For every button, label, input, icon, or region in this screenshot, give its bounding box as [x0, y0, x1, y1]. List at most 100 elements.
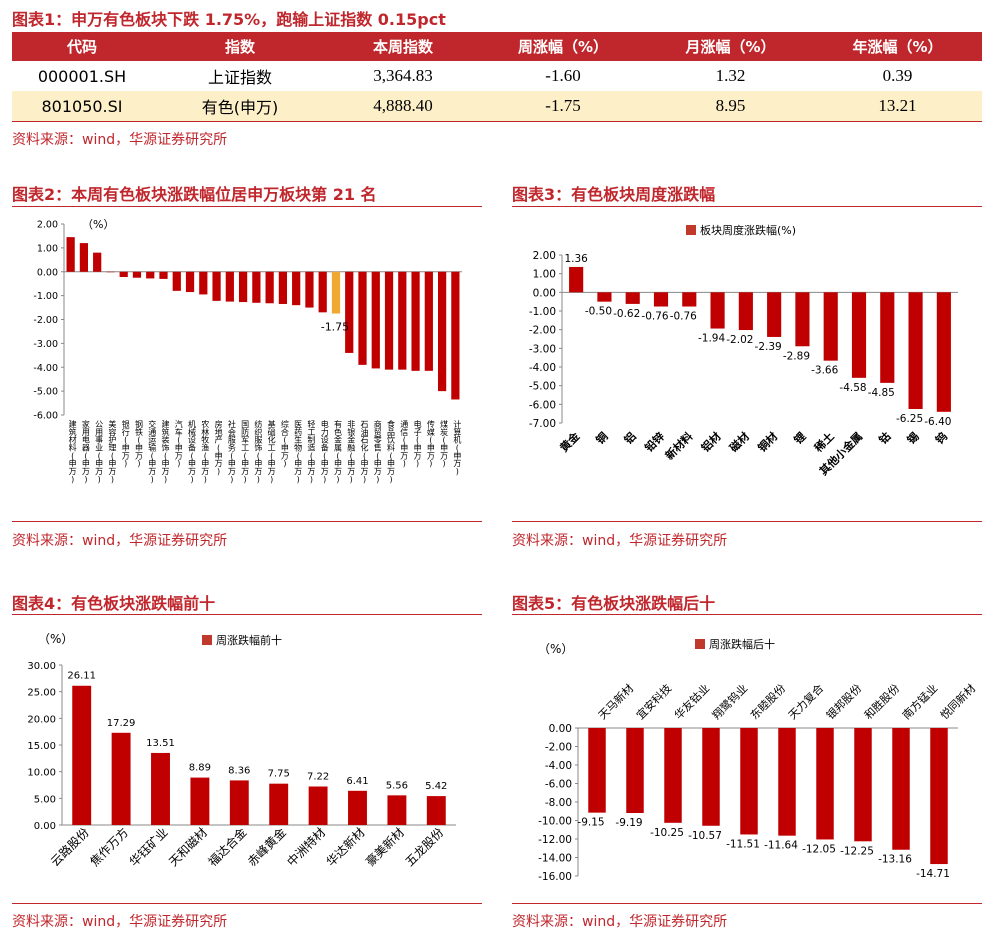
bar: [308, 786, 328, 825]
chart2-source: 资料来源：wind，华源证券研究所: [12, 533, 228, 549]
bar: [185, 271, 195, 293]
bar: [225, 271, 234, 302]
cell: 000001.SH: [37, 66, 127, 86]
y-tick-label: 20.00: [27, 714, 56, 725]
data-label: -0.50: [585, 306, 612, 318]
y-tick-label: 0.00: [533, 287, 556, 299]
x-tick-label: 计算机(申万): [453, 419, 461, 476]
x-tick-label: 宜安科技: [633, 681, 674, 722]
y-tick-label: -2.00: [545, 742, 572, 754]
bar: [626, 728, 644, 814]
x-tick-label: 非银金融(申万): [347, 419, 355, 484]
bar: [159, 271, 168, 279]
data-label: -10.25: [650, 827, 684, 839]
y-tick-label: -1.00: [33, 291, 58, 302]
data-label: -2.02: [726, 334, 753, 346]
y-tick-label: -5.00: [33, 387, 58, 398]
bar: [682, 292, 697, 307]
y-tick-label: -3.00: [33, 339, 58, 350]
data-label: 5.56: [386, 780, 408, 791]
bar: [936, 292, 951, 412]
x-tick-label: 翔鹭钨业: [709, 681, 750, 722]
bar: [398, 271, 407, 370]
cell: -1.60: [545, 66, 581, 85]
bar: [908, 292, 923, 409]
y-tick-label: 0.00: [34, 821, 56, 832]
y-tick-label: 0.00: [37, 267, 58, 278]
bar: [132, 271, 142, 278]
bar: [66, 237, 75, 272]
data-label: -12.25: [840, 845, 874, 857]
data-label: -0.62: [613, 308, 640, 320]
data-label: -6.25: [896, 413, 923, 425]
index-table: 代码 指数 本周指数 周涨幅（%） 月涨幅（%） 年涨幅（%） 000001.S…: [12, 32, 982, 121]
cell: 801050.SI: [12, 91, 152, 121]
legend-label: 周涨跌幅前十: [216, 633, 282, 647]
y-tick-label: -5.00: [529, 381, 556, 393]
table-row: 801050.SI 有色(申万) 4,888.40 -1.75 8.95 13.…: [12, 91, 982, 121]
data-label: 26.11: [67, 671, 96, 682]
cell: 3,364.83: [373, 66, 433, 85]
bar: [269, 783, 289, 825]
col-code: 代码: [12, 32, 152, 61]
bar: [119, 271, 128, 278]
table-row: 000001.SH 上证指数 3,364.83 -1.60 1.32 0.39: [12, 61, 982, 91]
data-label: -0.76: [670, 311, 697, 323]
bar: [371, 271, 380, 369]
cell: 0.39: [882, 66, 913, 85]
data-label: -9.15: [577, 817, 604, 829]
x-tick-label: 通信(申万): [400, 419, 408, 468]
x-tick-label: 公用事业(申万): [95, 420, 103, 484]
cell: -1.75: [478, 91, 648, 121]
chart2-title: 图表2：本周有色板块涨跌幅位居申万板块第 21 名: [12, 185, 377, 204]
x-tick-label: 家用电器(申万): [82, 419, 90, 484]
x-tick-label: 轻工制造(申万): [307, 419, 315, 484]
bar: [880, 292, 895, 383]
divider: [12, 521, 482, 522]
y-tick-label: -6.00: [545, 779, 572, 791]
divider: [12, 614, 482, 615]
data-label: -4.85: [868, 387, 895, 399]
y-tick-label: -14.00: [538, 853, 572, 865]
bar: [146, 271, 155, 279]
bar: [190, 777, 210, 825]
bar: [740, 728, 758, 835]
y-tick-label: -12.00: [538, 834, 572, 846]
bar: [305, 271, 314, 308]
legend-swatch: [695, 639, 705, 649]
bar: [851, 292, 867, 378]
data-label: -6.40: [924, 416, 951, 428]
data-label: -14.71: [916, 868, 950, 880]
x-tick-label: 商贸零售(申万): [374, 419, 382, 484]
bar: [597, 292, 612, 302]
x-tick-label: 汽车(申万): [175, 419, 183, 468]
x-tick-label: 基础化工(申万): [268, 419, 276, 484]
y-tick-label: -2.00: [529, 325, 556, 337]
x-tick-label: 南方锰业: [899, 681, 940, 722]
data-label: 13.51: [146, 738, 175, 749]
x-tick-label: 华友钴业: [671, 681, 712, 722]
x-tick-label: 美容护理(申万): [108, 419, 116, 484]
bar: [384, 271, 394, 370]
y-tick-label: -4.00: [529, 362, 556, 374]
y-tick-label: 2.00: [37, 220, 58, 231]
bar: [199, 271, 208, 295]
bar: [795, 292, 810, 347]
table1-title: 图表1：申万有色板块下跌 1.75%，跑输上证指数 0.15pct: [12, 10, 446, 29]
y-tick-label: -6.00: [529, 399, 556, 411]
x-tick-label: 银邦股份: [823, 681, 864, 722]
x-tick-label: 交通运输(申万): [148, 419, 156, 484]
cell: 4,888.40: [328, 91, 478, 121]
bar: [229, 780, 249, 825]
bar: [358, 271, 367, 365]
y-tick-label: 1.00: [533, 269, 556, 281]
bar: [664, 728, 682, 823]
table1-source: 资料来源：wind，华源证券研究所: [12, 132, 228, 148]
data-label: -13.16: [878, 854, 912, 866]
bar: [292, 271, 301, 306]
chart5-title: 图表5：有色板块涨跌幅后十: [512, 594, 716, 613]
divider: [512, 521, 982, 522]
data-label: 7.22: [307, 771, 329, 782]
